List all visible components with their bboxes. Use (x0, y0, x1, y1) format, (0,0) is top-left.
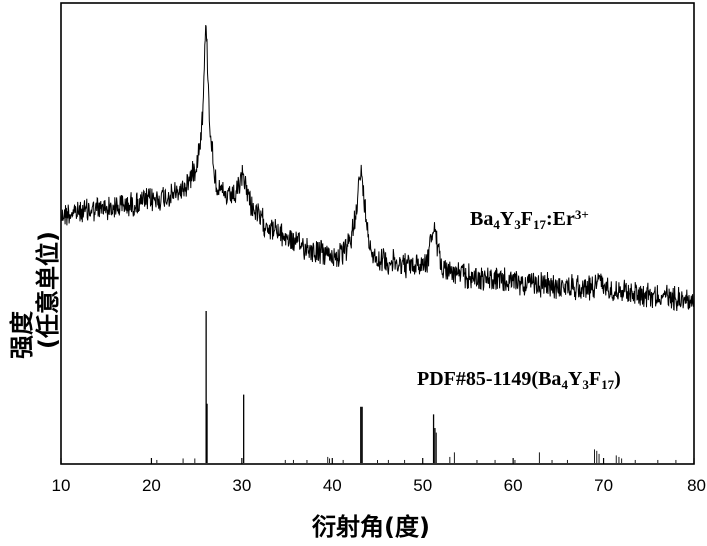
sample-pattern-group (61, 25, 694, 311)
x-tick-label: 40 (323, 476, 342, 495)
x-axis-title: 衍射角(度) (312, 513, 430, 541)
x-tick-label: 20 (142, 476, 161, 495)
y-axis-title: 强度 (8, 310, 36, 359)
x-tick-label: 70 (594, 476, 613, 495)
sample-pattern-label: Ba4Y3F17:Er3+ (470, 207, 589, 232)
y-axis-subtitle: (任意单位) (34, 231, 62, 349)
x-tick-label: 10 (52, 476, 71, 495)
sample-pattern-line (61, 25, 694, 311)
plot-frame (61, 3, 694, 464)
x-tick-label: 60 (504, 476, 523, 495)
reference-pattern-label: PDF#85-1149(Ba4Y3F17) (417, 368, 621, 392)
x-tick-label: 30 (232, 476, 251, 495)
x-tick-label: 80 (687, 476, 706, 495)
x-tick-label: 50 (413, 476, 432, 495)
